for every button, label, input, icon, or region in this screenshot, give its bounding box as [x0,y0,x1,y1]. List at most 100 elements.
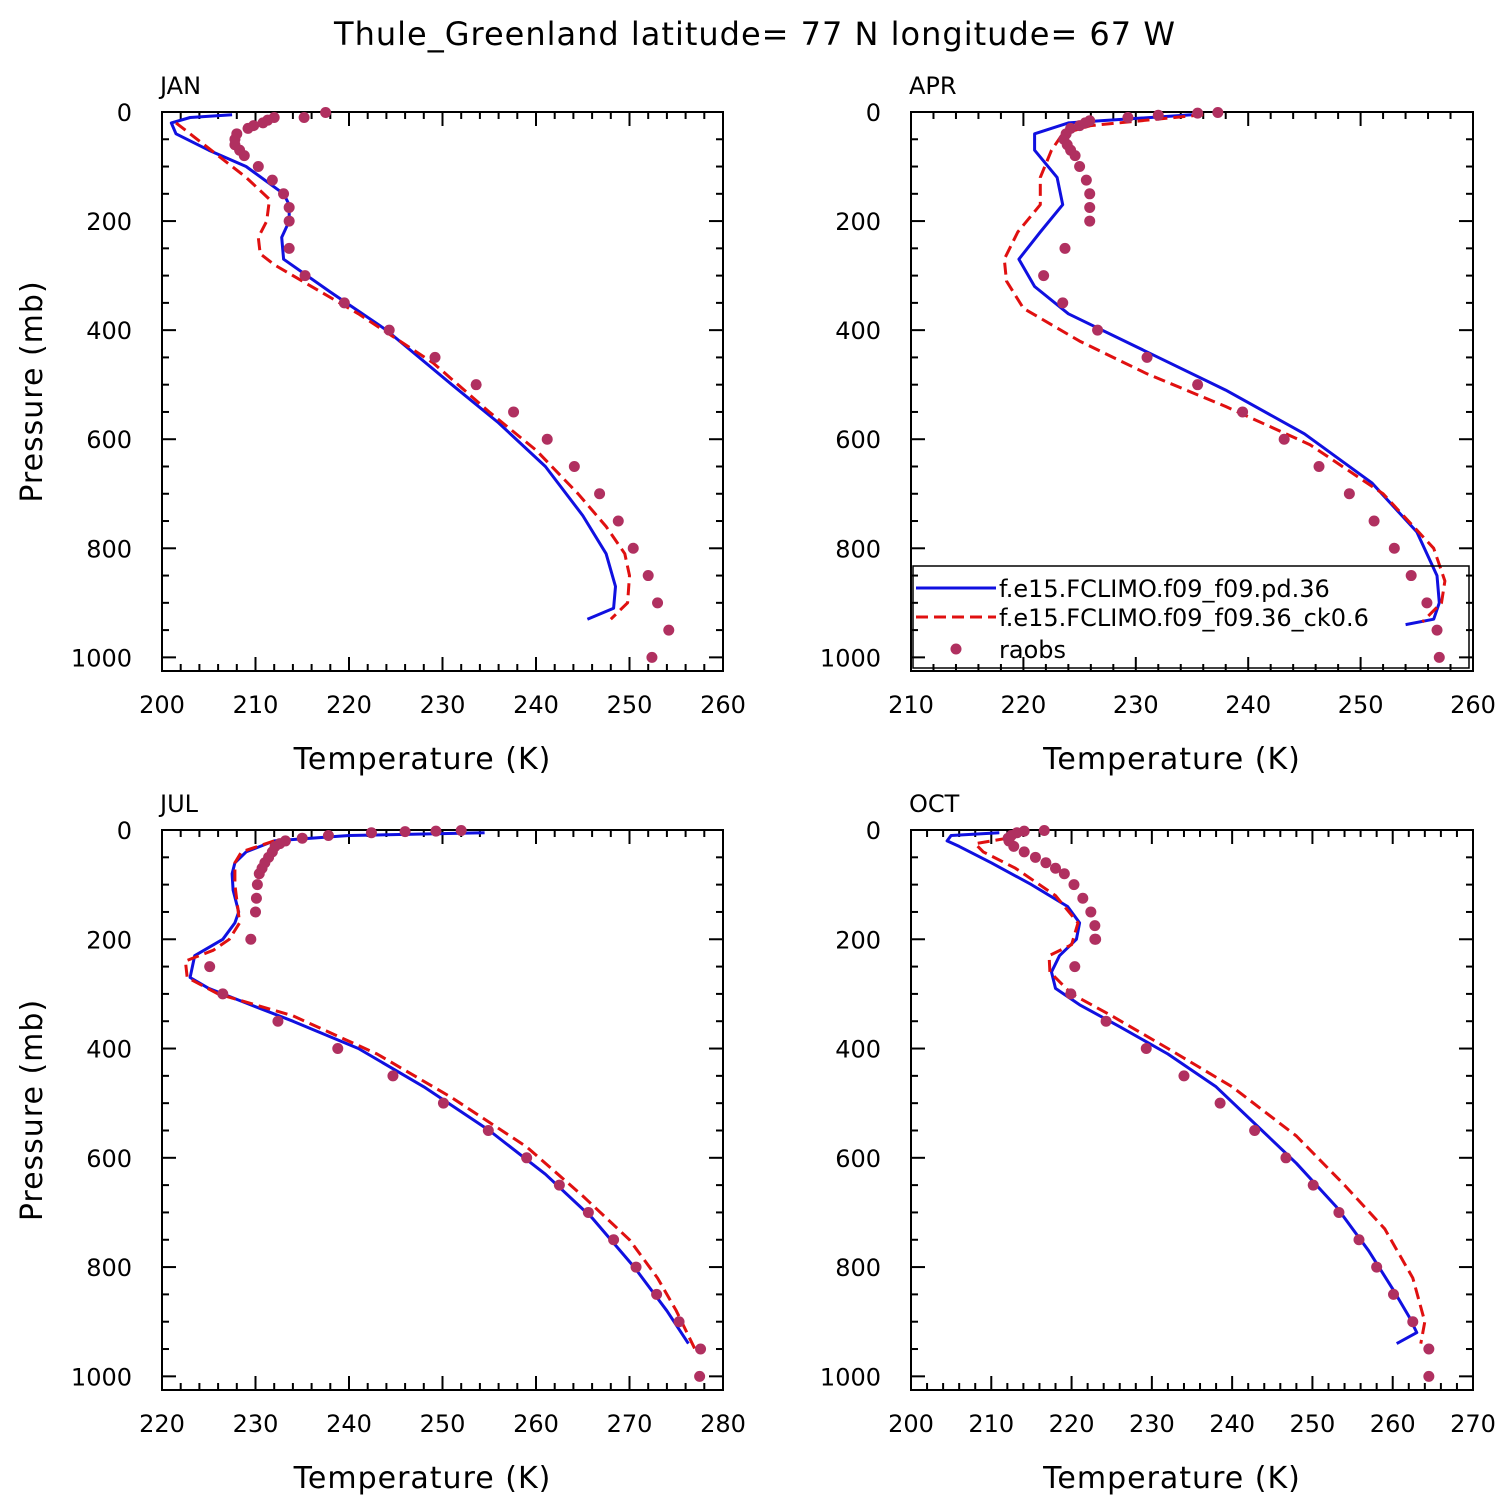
legend-marker-raobs [950,643,962,655]
raobs-point [1050,862,1062,874]
raobs-point [541,433,553,445]
raobs-point [455,825,467,837]
raobs-point [1192,107,1204,119]
x-tick-label: 270 [607,1410,653,1438]
raobs-point [1084,215,1096,227]
raobs-point [1278,433,1290,445]
raobs-point [1431,624,1443,636]
series-pd36-line [945,831,1419,1345]
x-tick-label: 240 [1225,691,1271,719]
y-axis-label: Pressure (mb) [15,280,50,502]
x-tick-label: 260 [513,1410,559,1438]
raobs-point [673,1316,685,1328]
raobs-point [1214,1097,1226,1109]
y-axis-label: Pressure (mb) [15,999,50,1221]
raobs-point [1069,961,1081,973]
raobs-point [470,379,482,391]
raobs-point [1084,201,1096,213]
raobs-point [1423,1370,1435,1382]
raobs-point [582,1206,594,1218]
x-tick-label: 200 [139,691,185,719]
raobs-point [1069,150,1081,162]
figure-title: Thule_Greenland latitude= 77 N longitude… [333,15,1176,53]
raobs-point [1089,933,1101,945]
x-axis-label: Temperature (K) [293,1461,552,1496]
raobs-point [1307,1179,1319,1191]
x-axis-label: Temperature (K) [1042,1461,1301,1496]
x-tick-label: 250 [607,691,653,719]
x-tick-label: 210 [968,1410,1014,1438]
y-tick-label: 1000 [820,1363,881,1391]
x-tick-label: 260 [1370,1410,1416,1438]
raobs-point [296,832,308,844]
y-tick-label: 400 [86,317,132,345]
raobs-point [298,111,310,123]
raobs-point [383,324,395,336]
raobs-point [387,1070,399,1082]
y-tick-label: 0 [866,817,881,845]
raobs-point [1029,851,1041,863]
panel-jul: JUL 220 230 240 250 260 270 280 0 200 400 600 800 100… [15,790,746,1496]
raobs-point [299,270,311,282]
raobs-point [429,351,441,363]
series-raobs [1038,107,1445,663]
y-tick-label: 400 [86,1036,132,1064]
y-tick-label: 1000 [71,644,132,672]
x-tick-label: 240 [326,1410,372,1438]
raobs-point [1249,1124,1261,1136]
raobs-point [238,150,250,162]
raobs-point [266,174,278,186]
raobs-point [608,1234,620,1246]
raobs-point [252,161,264,173]
raobs-point [1388,542,1400,554]
series-pd36-line [169,113,617,621]
y-tick-label: 600 [835,426,881,454]
y-tick-label: 1000 [71,1363,132,1391]
raobs-point [1074,120,1086,132]
x-tick-label: 220 [139,1410,185,1438]
plot-frame [161,829,724,1391]
raobs-point [1333,1206,1345,1218]
raobs-point [1280,1152,1292,1164]
raobs-point [278,188,290,200]
y-tick-label: 200 [86,926,132,954]
raobs-point [365,827,377,839]
x-tick-label: 210 [233,691,279,719]
legend: f.e15.FCLIMO.f09_f09.pd.36f.e15.FCLIMO.f… [912,565,1470,669]
raobs-point [1140,1043,1152,1055]
raobs-point [245,933,257,945]
series-raobs [1002,825,1435,1382]
y-tick-label: 600 [86,426,132,454]
plot-frame [910,829,1474,1391]
raobs-point [242,122,254,134]
y-tick-label: 200 [86,208,132,236]
x-tick-label: 230 [1129,1410,1175,1438]
series-raobs [204,825,707,1382]
x-tick-label: 220 [1049,1410,1095,1438]
raobs-point [1388,1288,1400,1300]
raobs-point [338,297,350,309]
series-pd36-line [188,831,690,1345]
x-tick-label: 230 [420,691,466,719]
raobs-point [1040,857,1052,869]
x-tick-label: 260 [700,691,746,719]
x-tick-label: 220 [326,691,372,719]
raobs-point [1085,906,1097,918]
raobs-point [642,570,654,582]
raobs-point [1192,379,1204,391]
raobs-point [1313,460,1325,472]
raobs-point [1077,892,1089,904]
panel-label: JUL [158,790,199,818]
raobs-point [1089,920,1101,932]
raobs-point [283,242,295,254]
x-tick-label: 270 [1450,1410,1496,1438]
series-raobs [229,107,675,663]
y-tick-label: 600 [835,1145,881,1173]
y-tick-label: 0 [117,817,132,845]
raobs-point [1038,270,1050,282]
raobs-point [1100,1015,1112,1027]
raobs-point [521,1152,533,1164]
raobs-point [1152,109,1164,121]
series-pd36-line [1017,113,1441,627]
y-tick-label: 1000 [820,644,881,672]
